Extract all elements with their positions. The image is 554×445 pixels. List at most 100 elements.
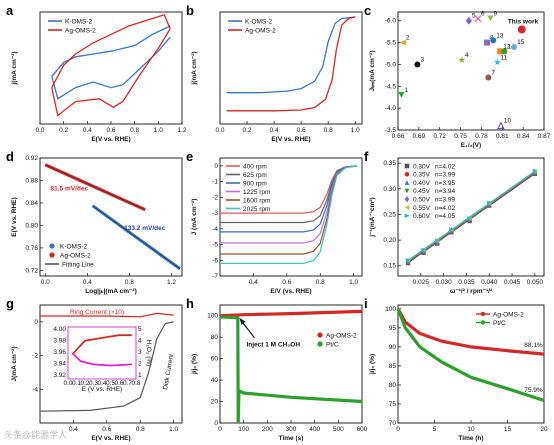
marker-circle: [49, 243, 55, 249]
y-tick-label: -3.5: [385, 127, 397, 134]
panel-label: b: [186, 3, 194, 18]
point-label: 7: [491, 70, 495, 77]
marker-tri-right: [487, 200, 492, 205]
y-tick-label: -4.5: [385, 83, 397, 90]
x-tick-label: 0: [218, 426, 222, 433]
x-tick-label: 0.78: [475, 133, 488, 140]
inset-x-tick-label: 0.0: [63, 380, 72, 387]
marker-circle: [517, 25, 526, 34]
y-tick-label: 0.25: [383, 211, 396, 218]
x-axis-label: E₁/₂(V): [461, 142, 481, 149]
x-tick-label: 0.4: [249, 279, 258, 286]
x-axis-label: E(V vs. RHE): [91, 435, 130, 442]
x-tick-label: 0.66: [392, 133, 405, 140]
x-tick-label: 0.87: [538, 133, 551, 140]
x-axis-label: E(V vs. RHE): [91, 136, 130, 143]
panel-b: b 0.0 0.2 0.4 0.6 0.8 1.0 E(V vs. RHE) j(mA cm⁻²…: [186, 3, 363, 143]
inset-h2o2-curve: [71, 352, 132, 367]
y-tick-label: 0.72: [25, 267, 38, 274]
cv-curve-K-OMS-2: [51, 36, 171, 100]
inset-x-tick-label: 0.8: [131, 380, 140, 387]
panel-label: i: [364, 296, 368, 311]
marker-circle: [501, 48, 508, 55]
retention-ptc: 75.9%: [524, 387, 543, 394]
marker-tri-up: [404, 180, 410, 185]
marker-tri-left: [404, 205, 410, 210]
inset-x-tick-label: 0.6: [114, 380, 123, 387]
marker-circle: [49, 252, 55, 258]
inset-x-tick-label: 0.3: [89, 380, 98, 387]
x-tick-label: 100: [238, 426, 249, 433]
x-tick-label: 0.4: [270, 127, 279, 134]
x-tick-label: 0.6: [297, 127, 306, 134]
point-label: 12: [503, 43, 511, 50]
legend-900 rpm-label: 900 rpm: [243, 180, 267, 187]
y-axis-label: J (mA cm⁻²): [191, 199, 198, 236]
x-axis-label: Time (h): [458, 435, 483, 442]
x-tick-label: 0.0: [35, 127, 44, 134]
y-tick-label: -2: [212, 194, 218, 201]
kl-fit-line: [407, 170, 536, 261]
x-tick-label: 15: [504, 426, 512, 433]
y-tick-label: -4: [32, 386, 38, 393]
inset-x-label: E (V vs. RHE): [82, 386, 122, 393]
x-tick-label: 20: [540, 426, 548, 433]
x-tick-label: 200: [262, 426, 273, 433]
marker-tri-right: [467, 215, 472, 221]
x-tick-label: 0.72: [433, 133, 446, 140]
marker-circle: [480, 311, 486, 317]
ring-current-curve: [40, 312, 174, 318]
x-tick-label: 0.75: [454, 133, 467, 140]
marker-tri-right: [421, 247, 426, 253]
legend-electron-number: n=4.02: [435, 163, 455, 170]
x-axis-label: E/V (vs. RHE): [270, 288, 311, 295]
marker-circle: [317, 332, 323, 338]
legend-potential: 0.35V: [413, 172, 431, 179]
point-label: 2: [406, 35, 410, 42]
marker-circle: [404, 172, 410, 177]
x-tick-label: 1.0: [349, 279, 358, 286]
y-tick-label: 100: [385, 306, 396, 313]
x-tick-label: 0.8: [130, 127, 139, 134]
y-tick-label: 85: [389, 363, 397, 370]
y-tick-label: 0.15: [383, 263, 396, 270]
inset-x-tick-label: 0.7: [123, 380, 132, 387]
y-tick-label: 100: [207, 313, 218, 320]
marker-circle: [485, 74, 492, 81]
x-tick-label: 1.0: [154, 127, 163, 134]
marker-diamond: [465, 16, 472, 25]
x-tick-label: 0.6: [282, 279, 291, 286]
inset-y2-label: H₂O₂ (%): [145, 340, 152, 367]
legend-Ag-OMS-2-label: Ag-OMS-2: [65, 27, 96, 34]
x-axis-label: E(V vs. RHE): [271, 136, 310, 143]
inset-y2-tick-label: 5: [138, 326, 142, 333]
y-tick-label: 60: [211, 356, 219, 363]
y-tick-label: 0: [214, 163, 218, 170]
y-tick-label: 0.35: [383, 160, 396, 167]
plot-frame: [219, 11, 363, 125]
legend-Ag-OMS-2-label: Ag-OMS-2: [493, 311, 524, 318]
inset: 4.00 3.98 3.96 3.94 3.92 5 4 3 2 1 0.0 0.1 0.2 0.3 0.4…: [53, 326, 152, 393]
inset-y-tick-label: 3.94: [53, 361, 66, 368]
inset-y2-tick-label: 4: [138, 338, 142, 345]
x-tick-label: 0.0: [215, 127, 224, 134]
marker-circle: [511, 43, 518, 50]
legend-Ag-OMS-2-label: Ag-OMS-2: [245, 27, 276, 34]
inset-y2-tick-label: 3: [138, 349, 142, 356]
legend-electron-number: n=4.02: [435, 205, 455, 212]
tafel-fit-line: [45, 164, 146, 211]
marker-circle: [490, 37, 497, 44]
panel-label: h: [186, 296, 194, 311]
y-tick-label: -4: [212, 226, 218, 233]
marker-star: [494, 58, 501, 66]
marker-x: [474, 15, 482, 23]
inset-x-tick-label: 0.2: [80, 380, 89, 387]
disk-current-curve: [39, 321, 174, 412]
legend-electron-number: n=3.95: [435, 180, 455, 187]
y-tick-label: 0.92: [25, 155, 38, 162]
marker-tri-down: [487, 15, 494, 22]
inset-y-tick-label: 3.92: [53, 372, 66, 379]
point-label: 13: [496, 32, 504, 39]
y-tick-label: -1: [212, 179, 218, 186]
plot-frame: [397, 304, 545, 424]
